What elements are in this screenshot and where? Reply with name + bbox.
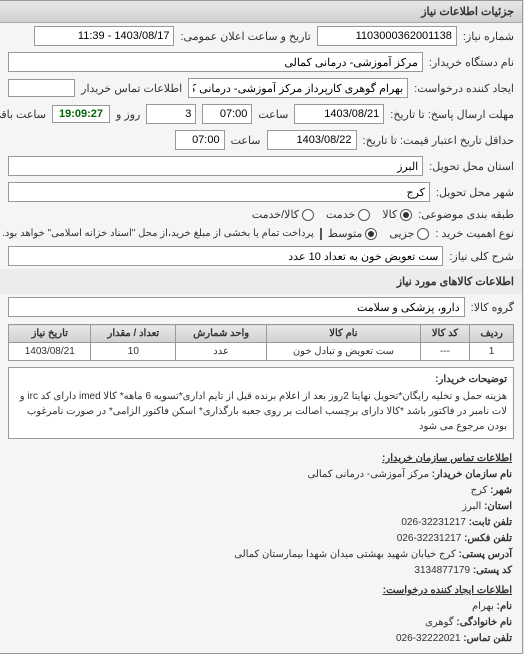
city-input[interactable] (9, 182, 431, 202)
details-panel: جزئیات اطلاعات نیاز شماره نیاز: تاریخ و … (0, 0, 524, 654)
c-city-l: شهر: (491, 485, 513, 496)
c-fax-l: تلفن فکس: (465, 533, 513, 544)
radio-icon (303, 209, 315, 221)
purchase-med-radio[interactable]: متوسط (329, 227, 379, 240)
items-table: ردیف کد کالا نام کالا واحد شمارش تعداد /… (9, 324, 515, 361)
c-tel-v: 32231217-026 (402, 517, 467, 528)
city-label: شهر محل تحویل: (437, 186, 515, 199)
budget-mix-label: کالا/خدمت (253, 208, 300, 221)
request-no-label: شماره نیاز: (464, 30, 515, 43)
need-input[interactable] (9, 246, 444, 266)
note-text: هزینه حمل و تخلیه رایگان*تحویل نهایتا 2ر… (21, 391, 508, 432)
creator-input[interactable] (189, 78, 409, 98)
note-label: توضیحات خریدار: (16, 372, 508, 387)
table-header-row: ردیف کد کالا نام کالا واحد شمارش تعداد /… (10, 325, 515, 343)
requester-header: اطلاعات ایجاد کننده درخواست: (11, 583, 513, 599)
th-code: کد کالا (421, 325, 470, 343)
treasury-checkbox[interactable] (321, 228, 323, 240)
budget-service-label: خدمت (327, 208, 356, 221)
contact-empty (9, 79, 76, 97)
td-unit: عدد (177, 343, 268, 361)
remaining-suffix: ساعت باقی مانده (0, 108, 47, 121)
c-lname-v: گوهری (426, 617, 455, 628)
td-date: 1403/08/21 (10, 343, 92, 361)
budget-service-radio[interactable]: خدمت (327, 208, 371, 221)
need-label: شرح کلی نیاز: (450, 250, 515, 263)
budget-goods-radio[interactable]: کالا (383, 208, 413, 221)
items-section-title: اطلاعات کالاهای مورد نیاز (1, 269, 523, 294)
purchase-note: پرداخت تمام یا بخشی از مبلغ خرید،از محل … (3, 228, 315, 239)
c-post-v: 3134877179 (415, 565, 471, 576)
th-qty: تعداد / مقدار (92, 325, 177, 343)
panel-title: جزئیات اطلاعات نیاز (1, 1, 523, 23)
table-row[interactable]: 1 --- ست تعویض و تبادل خون عدد 10 1403/0… (10, 343, 515, 361)
deadline-label: مهلت ارسال پاسخ: تا تاریخ: (391, 108, 515, 121)
buyer-note-box: توضیحات خریدار: هزینه حمل و تخلیه رایگان… (9, 367, 515, 439)
c-lname-l: نام خانوادگی: (457, 617, 513, 628)
contact-block: اطلاعات تماس سازمان خریدار: نام سازمان خ… (1, 445, 523, 653)
c-name-v: بهرام (473, 601, 495, 612)
c-rtel-v: 32222021-026 (397, 633, 462, 644)
c-fax-v: 32231217-026 (398, 533, 463, 544)
budget-mix-radio[interactable]: کالا/خدمت (253, 208, 315, 221)
countdown-time: 19:09:27 (53, 105, 111, 123)
purchase-minor-label: جزیی (390, 227, 415, 240)
c-rtel-l: تلفن تماس: (464, 633, 513, 644)
contact-label: اطلاعات تماس خریدار (82, 82, 183, 95)
announce-label: تاریخ و ساعت اعلان عمومی: (181, 30, 311, 43)
budget-label: طبقه بندی موضوعی: (419, 208, 515, 221)
request-no-input[interactable] (318, 26, 458, 46)
purchase-minor-radio[interactable]: جزیی (390, 227, 430, 240)
th-unit: واحد شمارش (177, 325, 268, 343)
org-input[interactable] (9, 52, 424, 72)
radio-icon (401, 209, 413, 221)
group-input[interactable] (9, 297, 466, 317)
td-qty: 10 (92, 343, 177, 361)
contact-header: اطلاعات تماس سازمان خریدار: (11, 451, 513, 467)
budget-radio-group: کالا خدمت کالا/خدمت (253, 208, 413, 221)
deadline-date-input[interactable] (295, 104, 385, 124)
c-name-l: نام: (498, 601, 513, 612)
creator-label: ایجاد کننده درخواست: (415, 82, 515, 95)
td-code: --- (421, 343, 470, 361)
radio-icon (359, 209, 371, 221)
budget-goods-label: کالا (383, 208, 398, 221)
c-prov-v: البرز (463, 501, 482, 512)
c-org-v: مرکز آموزشی- درمانی کمالی (309, 469, 430, 480)
td-name: ست تعویض و تبادل خون (268, 343, 422, 361)
c-prov-l: استان: (485, 501, 513, 512)
announce-input[interactable] (35, 26, 175, 46)
c-addr-v: کرج خیابان شهید بهشتی میدان شهدا بیمارست… (235, 549, 457, 560)
purchase-radio-group: جزیی متوسط (329, 227, 431, 240)
radio-icon (418, 228, 430, 240)
th-row: ردیف (471, 325, 515, 343)
purchase-med-label: متوسط (329, 227, 364, 240)
province-input[interactable] (9, 156, 424, 176)
province-label: استان محل تحویل: (430, 160, 515, 173)
validity-label: حداقل تاریخ اعتبار قیمت: تا تاریخ: (364, 134, 515, 147)
th-name: نام کالا (268, 325, 422, 343)
validity-time-label: ساعت (232, 134, 262, 147)
th-date: تاریخ نیاز (10, 325, 92, 343)
c-addr-l: آدرس پستی: (460, 549, 513, 560)
td-row: 1 (471, 343, 515, 361)
purchase-label: نوع اهمیت خرید : (436, 227, 515, 240)
c-org-l: نام سازمان خریدار: (433, 469, 513, 480)
validity-date-input[interactable] (268, 130, 358, 150)
c-tel-l: تلفن ثابت: (470, 517, 513, 528)
deadline-time-label: ساعت (259, 108, 289, 121)
radio-icon (366, 228, 378, 240)
c-city-v: کرج (472, 485, 489, 496)
c-post-l: کد پستی: (474, 565, 513, 576)
deadline-time-input[interactable] (203, 104, 253, 124)
org-label: نام دستگاه خریدار: (430, 56, 515, 69)
validity-time-input[interactable] (176, 130, 226, 150)
remaining-days-input[interactable] (147, 104, 197, 124)
remaining-days-label: روز و (117, 108, 141, 121)
group-label: گروه کالا: (472, 301, 515, 314)
